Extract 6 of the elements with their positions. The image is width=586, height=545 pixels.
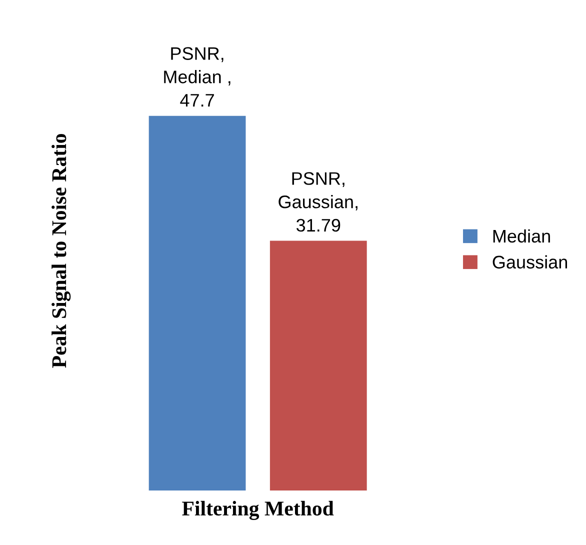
data-label: PSNR, Gaussian, 31.79 [278, 172, 358, 232]
legend-label: Gaussian [492, 255, 568, 269]
data-label: PSNR, Median , 47.7 [164, 47, 230, 107]
legend-label: Median [493, 229, 550, 243]
y-axis-title: Peak Signal to Noise Ratio [52, 134, 71, 368]
x-axis-title: Filtering Method [182, 500, 334, 520]
